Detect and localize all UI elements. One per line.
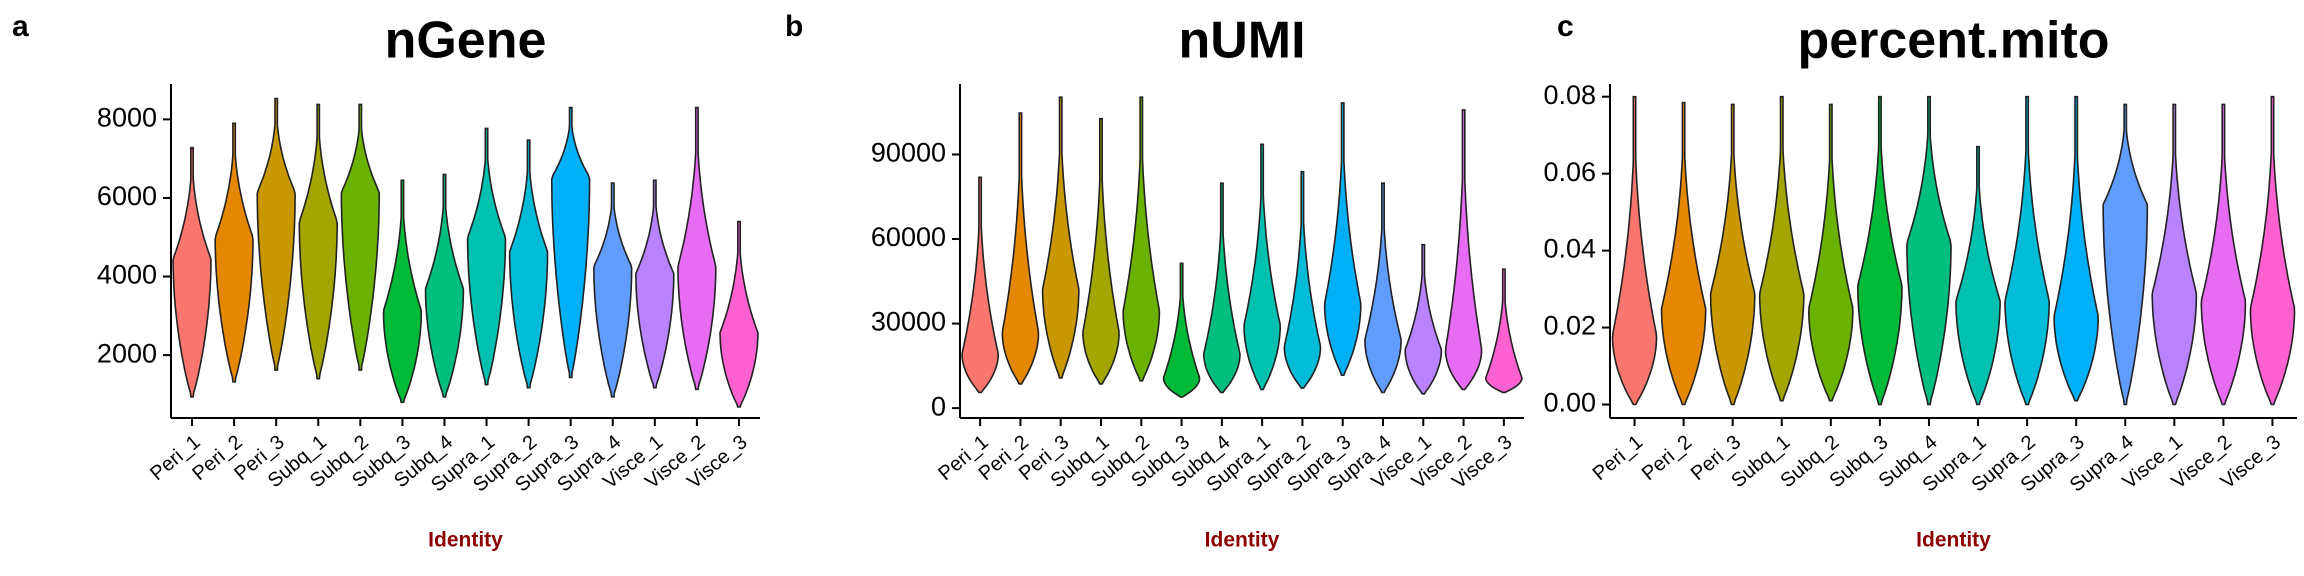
- violin: [1364, 182, 1402, 394]
- violin: [298, 103, 338, 380]
- chart-title: nGene: [385, 12, 547, 70]
- violin: [508, 139, 549, 389]
- violin: [550, 106, 591, 379]
- violin: [2249, 95, 2296, 406]
- violin: [1611, 95, 1658, 406]
- y-tick-label: 0.08: [1543, 80, 1596, 110]
- violin: [382, 179, 423, 404]
- violin: [635, 179, 675, 389]
- x-axis-label: Identity: [1205, 529, 1280, 552]
- violin: [2200, 103, 2247, 406]
- violin: [1041, 96, 1080, 379]
- y-tick-label: 0.06: [1543, 157, 1596, 187]
- y-tick-label: 30000: [871, 307, 946, 337]
- violin: [1758, 95, 1805, 402]
- panel-tag: b: [785, 10, 803, 43]
- violin: [1856, 95, 1903, 406]
- violin: [1660, 101, 1707, 406]
- violin: [424, 173, 465, 398]
- x-tick-label: Peri_2: [1638, 431, 1696, 485]
- y-tick-label: 0.00: [1543, 388, 1596, 418]
- violin: [214, 122, 254, 383]
- y-tick-label: 0: [931, 391, 946, 421]
- violin: [1404, 243, 1443, 395]
- violin: [719, 220, 759, 408]
- violin: [677, 106, 717, 391]
- panel-tag: a: [12, 10, 29, 43]
- violin: [2102, 103, 2149, 406]
- violin: [2053, 95, 2100, 402]
- x-tick-label: Peri_1: [1589, 431, 1647, 485]
- violin: [1709, 103, 1756, 406]
- violin: [1484, 268, 1523, 394]
- violin: [1122, 96, 1161, 382]
- y-tick-label: 90000: [871, 138, 946, 168]
- violin: [340, 103, 381, 371]
- violin: [1906, 95, 1952, 406]
- violin: [1162, 262, 1201, 398]
- y-tick-label: 8000: [97, 102, 157, 132]
- violin: [172, 146, 212, 398]
- y-tick-label: 2000: [97, 338, 157, 368]
- panel-tag: c: [1557, 10, 1574, 43]
- violin: [256, 97, 296, 371]
- chart-title: nUMI: [1178, 12, 1305, 70]
- x-axis-label: Identity: [428, 529, 503, 552]
- violin: [1323, 102, 1362, 376]
- violin: [1082, 117, 1120, 385]
- y-tick-label: 0.02: [1543, 311, 1596, 341]
- violin: [466, 127, 507, 386]
- violin: [1955, 145, 2001, 406]
- violin: [1243, 143, 1282, 391]
- y-tick-label: 0.04: [1543, 234, 1596, 264]
- violin: [1001, 112, 1040, 385]
- violin: [1807, 103, 1854, 402]
- violin: [1283, 170, 1322, 389]
- chart-title: percent.mito: [1797, 12, 2109, 70]
- y-tick-label: 4000: [97, 260, 157, 290]
- y-tick-label: 60000: [871, 222, 946, 252]
- x-axis-label: Identity: [1916, 529, 1991, 552]
- violin: [2004, 95, 2051, 406]
- y-tick-label: 6000: [97, 181, 157, 211]
- violin: [2151, 103, 2198, 406]
- violin: [592, 182, 633, 398]
- violin: [961, 176, 1000, 394]
- violin: [1444, 109, 1483, 391]
- violin: [1202, 182, 1241, 394]
